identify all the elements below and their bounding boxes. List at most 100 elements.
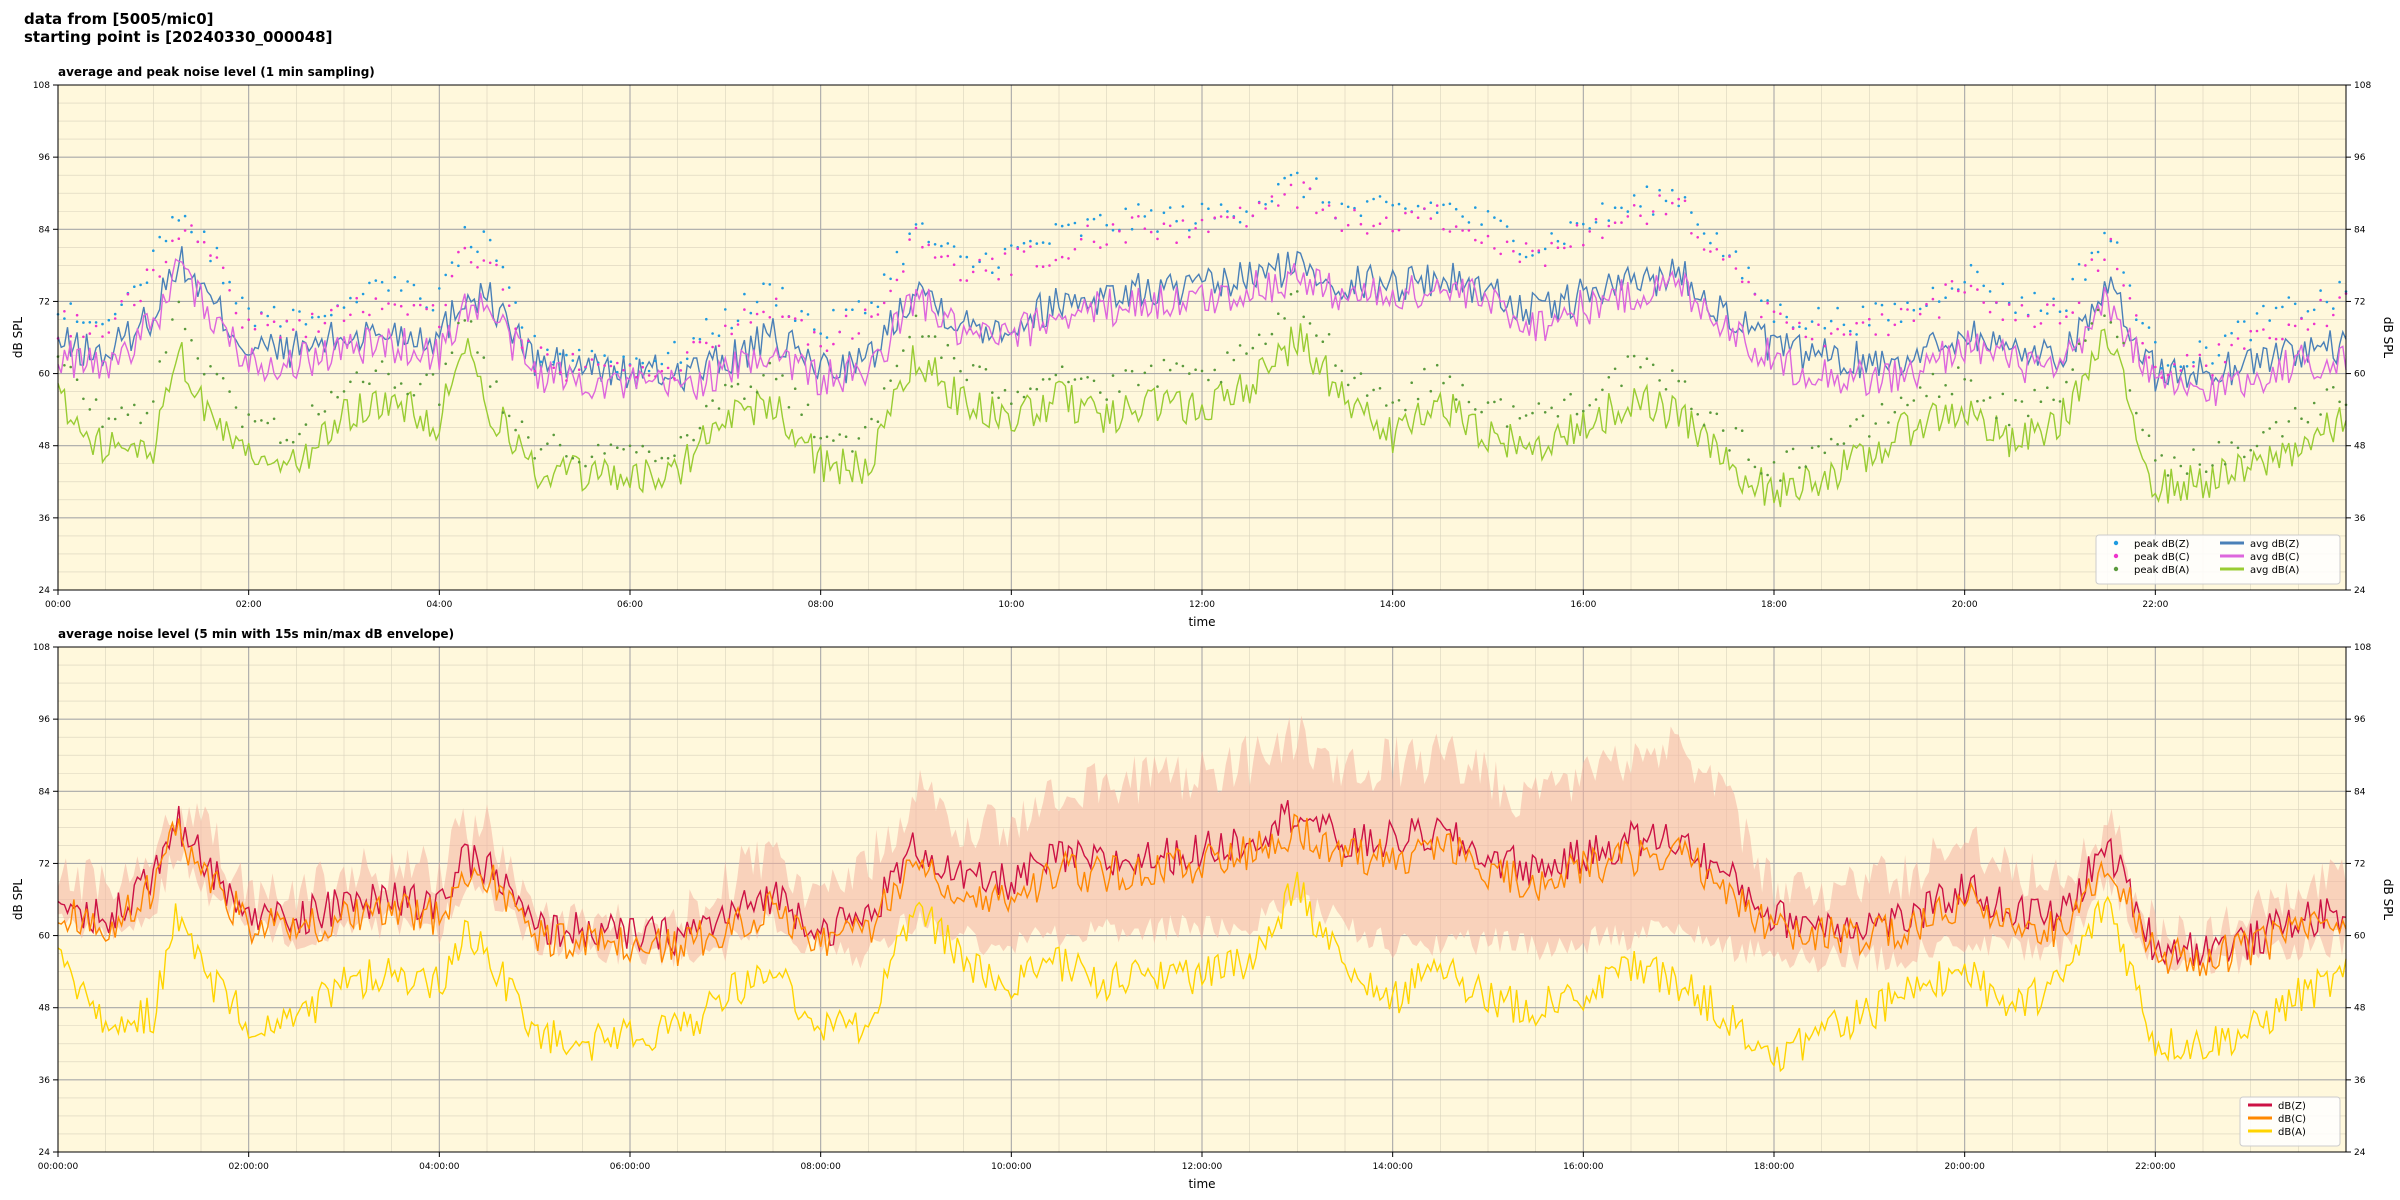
data-point xyxy=(673,377,676,380)
data-point xyxy=(1524,414,1528,417)
data-point xyxy=(1226,210,1229,213)
data-point xyxy=(495,263,498,267)
data-point xyxy=(1264,207,1267,210)
data-point xyxy=(1613,221,1617,224)
data-point xyxy=(171,215,174,219)
data-point xyxy=(450,261,454,264)
data-point xyxy=(1556,239,1560,243)
data-point xyxy=(260,419,263,422)
data-point xyxy=(1041,241,1045,244)
data-point xyxy=(806,313,810,316)
data-point xyxy=(660,369,664,373)
data-point xyxy=(876,305,880,309)
data-point xyxy=(1893,323,1897,327)
data-point xyxy=(641,444,644,448)
data-point xyxy=(1620,384,1623,388)
data-point xyxy=(202,240,206,244)
data-point xyxy=(1899,307,1903,311)
data-point xyxy=(158,235,161,239)
data-point xyxy=(870,301,873,305)
data-point xyxy=(215,372,219,376)
data-point xyxy=(406,313,409,316)
data-point xyxy=(438,403,441,407)
data-point xyxy=(406,280,409,283)
y-tick-label-right: 96 xyxy=(2354,153,2366,163)
data-point xyxy=(596,361,600,365)
data-point xyxy=(1283,193,1286,196)
data-point xyxy=(908,238,911,241)
y-tick-label-right: 24 xyxy=(2354,586,2366,596)
data-point xyxy=(444,362,448,366)
data-point xyxy=(183,229,187,232)
data-point xyxy=(768,361,772,365)
data-point xyxy=(1054,223,1058,226)
data-point xyxy=(1626,355,1630,358)
data-point xyxy=(1912,308,1916,312)
data-point xyxy=(2287,296,2291,299)
data-point xyxy=(558,443,562,447)
data-point xyxy=(749,321,753,324)
data-point xyxy=(882,273,886,276)
data-point xyxy=(1772,461,1776,464)
data-point xyxy=(393,303,397,306)
data-point xyxy=(241,326,244,329)
x-tick-label: 12:00 xyxy=(1189,600,1215,610)
data-point xyxy=(1359,214,1363,217)
data-point xyxy=(590,455,594,459)
data-point xyxy=(711,345,714,349)
data-point xyxy=(1931,286,1935,290)
data-point xyxy=(101,322,104,326)
data-point xyxy=(310,312,314,316)
data-point xyxy=(69,334,72,338)
chart-header: data from [5005/mic0] starting point is … xyxy=(24,10,332,46)
data-point xyxy=(1944,283,1947,286)
data-point xyxy=(1893,302,1897,306)
data-point xyxy=(870,417,873,421)
data-point xyxy=(323,410,327,413)
data-point xyxy=(1054,258,1058,262)
data-point xyxy=(546,442,549,446)
data-point xyxy=(2046,312,2049,315)
data-point xyxy=(234,302,238,305)
data-point xyxy=(660,456,664,460)
data-point xyxy=(2084,339,2087,342)
legend-marker xyxy=(2113,540,2119,546)
y-tick-label: 72 xyxy=(39,297,50,307)
data-point xyxy=(310,404,314,407)
data-point xyxy=(711,332,714,335)
data-point xyxy=(1283,317,1286,320)
data-point xyxy=(368,313,371,317)
data-point xyxy=(304,323,308,326)
data-point xyxy=(463,246,467,250)
legend-label: dB(A) xyxy=(2278,1127,2306,1138)
data-point xyxy=(571,352,575,356)
data-point xyxy=(1448,202,1452,206)
chart-title: average noise level (5 min with 15s min/… xyxy=(58,627,454,641)
data-point xyxy=(1696,223,1699,226)
data-point xyxy=(1435,204,1439,207)
data-point xyxy=(596,443,600,447)
data-point xyxy=(1365,232,1369,235)
data-point xyxy=(387,302,390,305)
data-point xyxy=(1543,264,1547,268)
data-point xyxy=(1683,380,1687,383)
data-point xyxy=(82,397,85,401)
data-point xyxy=(724,383,727,387)
data-point xyxy=(1575,412,1579,416)
data-point xyxy=(507,304,511,308)
data-point xyxy=(501,265,505,269)
legend-label: peak dB(C) xyxy=(2134,552,2190,563)
data-point xyxy=(2217,440,2221,444)
data-point xyxy=(2211,362,2214,365)
data-point xyxy=(1029,245,1032,248)
y-tick-label: 24 xyxy=(39,1148,51,1158)
data-point xyxy=(609,360,613,364)
data-point xyxy=(2230,331,2233,335)
legend: peak dB(Z) peak dB(C) peak dB(A) avg dB(Z) a… xyxy=(2095,534,2341,585)
data-point xyxy=(863,308,867,312)
data-point xyxy=(514,301,517,304)
data-point xyxy=(387,289,390,292)
data-point xyxy=(2128,297,2132,300)
data-point xyxy=(1353,206,1356,210)
data-point xyxy=(1601,236,1604,240)
